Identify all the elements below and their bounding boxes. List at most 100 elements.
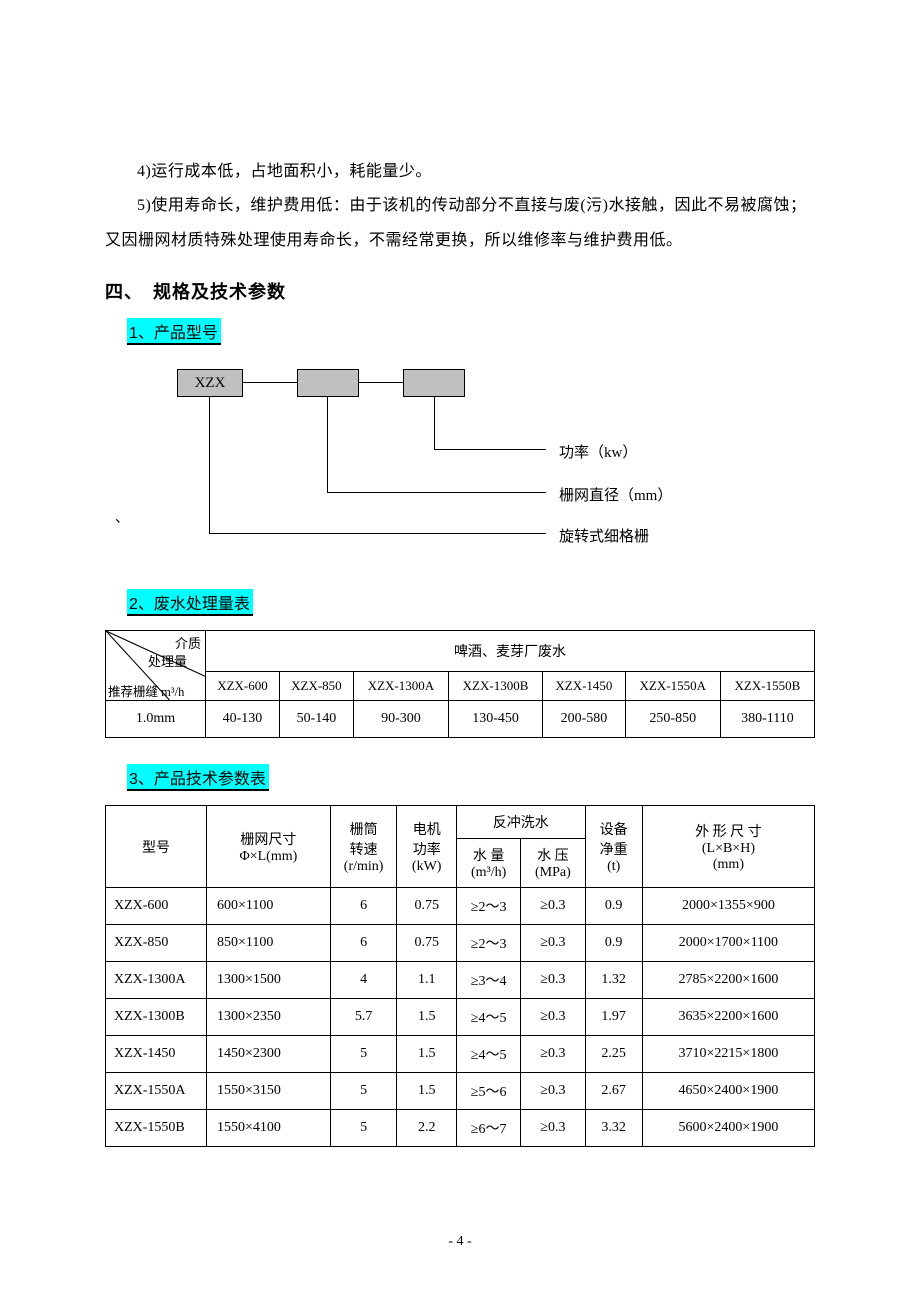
param-cell: 1.5 xyxy=(397,1073,457,1110)
waste-value-cell: 90-300 xyxy=(353,701,448,738)
diagram-line xyxy=(209,533,546,534)
diagram-box-3 xyxy=(403,369,465,397)
waste-diag-bot-pre: 推荐栅缝 xyxy=(108,685,158,699)
table-row: XZX-600600×110060.75≥2～3≥0.30.92000×1355… xyxy=(106,888,815,925)
param-cell: ≥0.3 xyxy=(521,1110,585,1147)
param-cell: 2.2 xyxy=(397,1110,457,1147)
col-flow-l2: (m³/h) xyxy=(459,865,518,881)
col-drum-l1: 栅筒 xyxy=(333,819,395,839)
col-flow-l1: 水 量 xyxy=(459,845,518,865)
param-cell: 5 xyxy=(330,1073,397,1110)
waste-header-main: 啤酒、麦芽厂废水 xyxy=(206,631,815,672)
diagram-line xyxy=(327,397,328,492)
param-cell: 4 xyxy=(330,962,397,999)
param-cell: XZX-600 xyxy=(106,888,207,925)
diagram-box-2 xyxy=(297,369,359,397)
waste-col-header: XZX-600 xyxy=(206,672,280,701)
table-row: XZX-1300B1300×23505.71.5≥4～5≥0.31.973635… xyxy=(106,999,815,1036)
param-cell: 2785×2200×1600 xyxy=(642,962,814,999)
model-diagram: XZX 功率（kw） 栅网直径（mm） 旋转式细格栅 、 xyxy=(105,363,815,563)
param-cell: XZX-1550A xyxy=(106,1073,207,1110)
col-weight: 设备 净重 (t) xyxy=(585,806,642,888)
col-motor-l1: 电机 xyxy=(399,819,454,839)
table-row: XZX-14501450×230051.5≥4～5≥0.32.253710×22… xyxy=(106,1036,815,1073)
paragraph-4: 4)运行成本低，占地面积小，耗能量少。 xyxy=(105,155,815,189)
param-cell: 0.9 xyxy=(585,888,642,925)
diagram-tilde: 、 xyxy=(115,507,129,527)
param-cell: 0.75 xyxy=(397,925,457,962)
section-heading: 四、 规格及技术参数 xyxy=(105,278,815,304)
diagram-connector xyxy=(359,382,403,383)
col-screen-size-sub: Φ×L(mm) xyxy=(209,849,328,865)
table-row: XZX-1550B1550×410052.2≥6～7≥0.33.325600×2… xyxy=(106,1110,815,1147)
param-cell: ≥0.3 xyxy=(521,1036,585,1073)
param-cell: 6 xyxy=(330,888,397,925)
param-cell: ≥0.3 xyxy=(521,925,585,962)
param-cell: 1.5 xyxy=(397,999,457,1036)
col-drum-l2: 转速 xyxy=(333,839,395,859)
waste-value-cell: 200-580 xyxy=(543,701,626,738)
diagram-label-diameter: 栅网直径（mm） xyxy=(559,484,672,505)
param-table: 型号 栅网尺寸 Φ×L(mm) 栅筒 转速 (r/min) 电机 功率 (kW)… xyxy=(105,805,815,1147)
param-cell: 3.32 xyxy=(585,1110,642,1147)
waste-treatment-table: 介质 处理量 推荐栅缝 m³/h 啤酒、麦芽厂废水 XZX-600XZX-850… xyxy=(105,630,815,738)
param-cell: 5.7 xyxy=(330,999,397,1036)
waste-value-cell: 380-1110 xyxy=(720,701,814,738)
waste-col-header: XZX-1550A xyxy=(625,672,720,701)
param-cell: 1450×2300 xyxy=(206,1036,330,1073)
table-row: 介质 处理量 推荐栅缝 m³/h 啤酒、麦芽厂废水 xyxy=(106,631,815,672)
diagram-line xyxy=(434,449,546,450)
sub-heading-2: 2、废水处理量表 xyxy=(127,589,253,616)
param-cell: 1550×4100 xyxy=(206,1110,330,1147)
diagram-connector xyxy=(243,382,297,383)
param-cell: 1300×2350 xyxy=(206,999,330,1036)
col-motor-l2: 功率 xyxy=(399,839,454,859)
param-cell: 1300×1500 xyxy=(206,962,330,999)
param-cell: XZX-1300A xyxy=(106,962,207,999)
col-drum-l3: (r/min) xyxy=(333,859,395,875)
col-backwash: 反冲洗水 xyxy=(457,806,585,839)
diagram-line xyxy=(327,492,546,493)
param-cell: ≥4～5 xyxy=(457,1036,521,1073)
waste-diag-top: 介质 xyxy=(175,633,201,652)
col-screen-size-main: 栅网尺寸 xyxy=(209,829,328,849)
waste-col-header: XZX-1300A xyxy=(353,672,448,701)
waste-diag-header: 介质 处理量 推荐栅缝 m³/h xyxy=(106,631,206,701)
param-cell: 0.75 xyxy=(397,888,457,925)
paragraph-5: 5)使用寿命长，维护费用低：由于该机的传动部分不直接与废(污)水接触，因此不易被… xyxy=(105,189,815,258)
diagram-line xyxy=(434,397,435,449)
waste-col-header: XZX-1550B xyxy=(720,672,814,701)
col-model: 型号 xyxy=(106,806,207,888)
col-weight-l2: 净重 xyxy=(588,839,640,859)
table-row: XZX-850850×110060.75≥2～3≥0.30.92000×1700… xyxy=(106,925,815,962)
waste-diag-mid: 处理量 xyxy=(148,651,187,670)
diagram-label-power: 功率（kw） xyxy=(559,441,637,462)
col-weight-l1: 设备 xyxy=(588,819,640,839)
param-cell: 2.67 xyxy=(585,1073,642,1110)
param-cell: ≥0.3 xyxy=(521,888,585,925)
sub-heading-1: 1、产品型号 xyxy=(127,318,221,345)
param-cell: ≥2～3 xyxy=(457,888,521,925)
param-cell: ≥3～4 xyxy=(457,962,521,999)
table-row: XZX-1300A1300×150041.1≥3～4≥0.31.322785×2… xyxy=(106,962,815,999)
col-flow: 水 量 (m³/h) xyxy=(457,839,521,888)
col-dims: 外 形 尺 寸 (L×B×H) (mm) xyxy=(642,806,814,888)
col-pressure-l2: (MPa) xyxy=(523,865,582,881)
waste-value-cell: 40-130 xyxy=(206,701,280,738)
waste-value-cell: 250-850 xyxy=(625,701,720,738)
col-motor: 电机 功率 (kW) xyxy=(397,806,457,888)
param-cell: ≥6～7 xyxy=(457,1110,521,1147)
waste-value-cell: 130-450 xyxy=(448,701,542,738)
waste-diag-bot-unit: m³/h xyxy=(161,685,184,699)
param-cell: 850×1100 xyxy=(206,925,330,962)
param-cell: XZX-1450 xyxy=(106,1036,207,1073)
param-cell: ≥2～3 xyxy=(457,925,521,962)
table-row: XZX-1550A1550×315051.5≥5～6≥0.32.674650×2… xyxy=(106,1073,815,1110)
param-cell: XZX-1550B xyxy=(106,1110,207,1147)
diagram-line xyxy=(209,397,210,533)
waste-col-header: XZX-850 xyxy=(279,672,353,701)
param-cell: 5600×2400×1900 xyxy=(642,1110,814,1147)
col-dims-l3: (mm) xyxy=(645,857,812,873)
sub-heading-3: 3、产品技术参数表 xyxy=(127,764,269,791)
param-cell: ≥0.3 xyxy=(521,962,585,999)
